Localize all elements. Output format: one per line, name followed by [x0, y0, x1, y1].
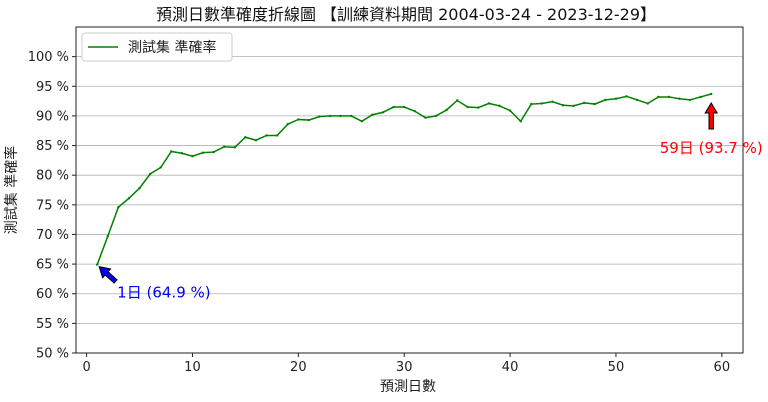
chart-title: 預測日數準確度折線圖 【訓練資料期間 2004-03-24 - 2023-12-…: [156, 5, 656, 24]
legend: 測試集 準確率: [81, 32, 233, 62]
data-point: [455, 99, 459, 102]
y-tick-label: 70 %: [36, 228, 69, 243]
data-point: [201, 151, 205, 154]
data-point: [572, 104, 575, 108]
y-tick-label: 95 %: [36, 80, 69, 95]
data-point: [508, 109, 512, 112]
data-point: [498, 104, 501, 108]
data-point: [699, 95, 702, 99]
y-tick-label: 50 %: [36, 347, 69, 362]
data-point: [127, 197, 131, 200]
x-axis-ticks: 0 10 20 30 40 50 60: [82, 353, 730, 375]
data-point: [180, 152, 184, 155]
annotation-last-point: 59日 (93.7 %): [660, 139, 763, 157]
data-point: [392, 105, 395, 109]
x-tick-label: 60: [714, 360, 731, 375]
data-point: [614, 97, 618, 100]
arrow-last-point: [704, 102, 719, 130]
data-point: [371, 113, 374, 116]
data-point: [593, 102, 596, 106]
arrow-first-point: [98, 266, 118, 284]
data-point: [540, 102, 544, 105]
data-point: [487, 102, 491, 105]
data-point: [233, 146, 237, 149]
data-point: [360, 120, 364, 123]
y-tick-label: 80 %: [36, 169, 69, 184]
legend-box: [81, 32, 233, 62]
x-tick-label: 40: [502, 360, 519, 375]
x-tick-label: 50: [608, 360, 625, 375]
data-point: [254, 139, 258, 142]
data-point: [275, 134, 279, 137]
y-tick-label: 90 %: [36, 109, 69, 124]
annotation-first-point: 1日 (64.9 %): [117, 284, 210, 302]
data-point: [297, 118, 300, 121]
data-point: [318, 115, 321, 118]
data-point: [625, 95, 628, 98]
data-point: [466, 105, 469, 109]
data-point: [667, 95, 671, 99]
y-axis-label: 測試集 準確率: [3, 146, 20, 234]
data-point: [106, 235, 109, 238]
data-point: [657, 95, 660, 99]
y-tick-label: 65 %: [36, 258, 69, 273]
data-point: [223, 145, 226, 148]
data-point: [339, 114, 342, 118]
gridlines: [76, 56, 743, 354]
legend-label: 測試集 準確率: [128, 39, 216, 56]
data-point: [413, 109, 416, 113]
x-tick-label: 30: [396, 360, 413, 375]
data-point: [117, 205, 120, 209]
y-tick-label: 55 %: [36, 317, 69, 332]
data-point: [561, 104, 565, 107]
data-point: [710, 92, 713, 96]
data-point: [307, 118, 311, 122]
data-point: [530, 102, 533, 106]
data-point: [328, 114, 332, 118]
data-point: [159, 166, 162, 169]
data-point: [170, 150, 173, 153]
annotations: 1日 (64.9 %) 59日 (93.7 %): [98, 102, 763, 302]
data-point: [477, 106, 480, 109]
data-point: [381, 111, 385, 114]
y-tick-label: 75 %: [36, 198, 69, 213]
data-point: [138, 187, 141, 190]
data-point: [403, 105, 406, 109]
data-point: [519, 120, 522, 123]
x-axis-label: 預測日數: [380, 379, 436, 395]
data-point: [286, 123, 289, 126]
data-point: [688, 98, 692, 102]
data-point: [148, 172, 152, 176]
data-point: [551, 100, 554, 103]
y-axis-ticks: 50 % 55 % 60 % 65 % 70 % 75 % 80 % 85 % 90 % 95 %…: [28, 50, 76, 362]
y-tick-label: 60 %: [36, 287, 69, 302]
data-point: [635, 98, 639, 102]
data-point: [646, 102, 649, 105]
y-tick-label: 85 %: [36, 139, 69, 154]
data-point: [212, 150, 215, 154]
data-point: [244, 136, 247, 139]
data-point: [191, 155, 194, 158]
data-point: [604, 98, 607, 102]
data-point: [95, 263, 99, 266]
data-point: [445, 108, 448, 112]
data-point: [424, 116, 427, 119]
data-point: [678, 97, 681, 100]
y-tick-label: 100 %: [28, 50, 69, 65]
x-tick-label: 0: [82, 360, 90, 375]
data-point: [434, 114, 438, 118]
plot-area: [75, 26, 744, 354]
x-tick-label: 10: [184, 360, 201, 375]
x-tick-label: 20: [290, 360, 307, 375]
data-point: [350, 114, 353, 118]
series-points: [95, 92, 713, 266]
data-point: [265, 134, 268, 137]
data-point: [582, 101, 586, 105]
